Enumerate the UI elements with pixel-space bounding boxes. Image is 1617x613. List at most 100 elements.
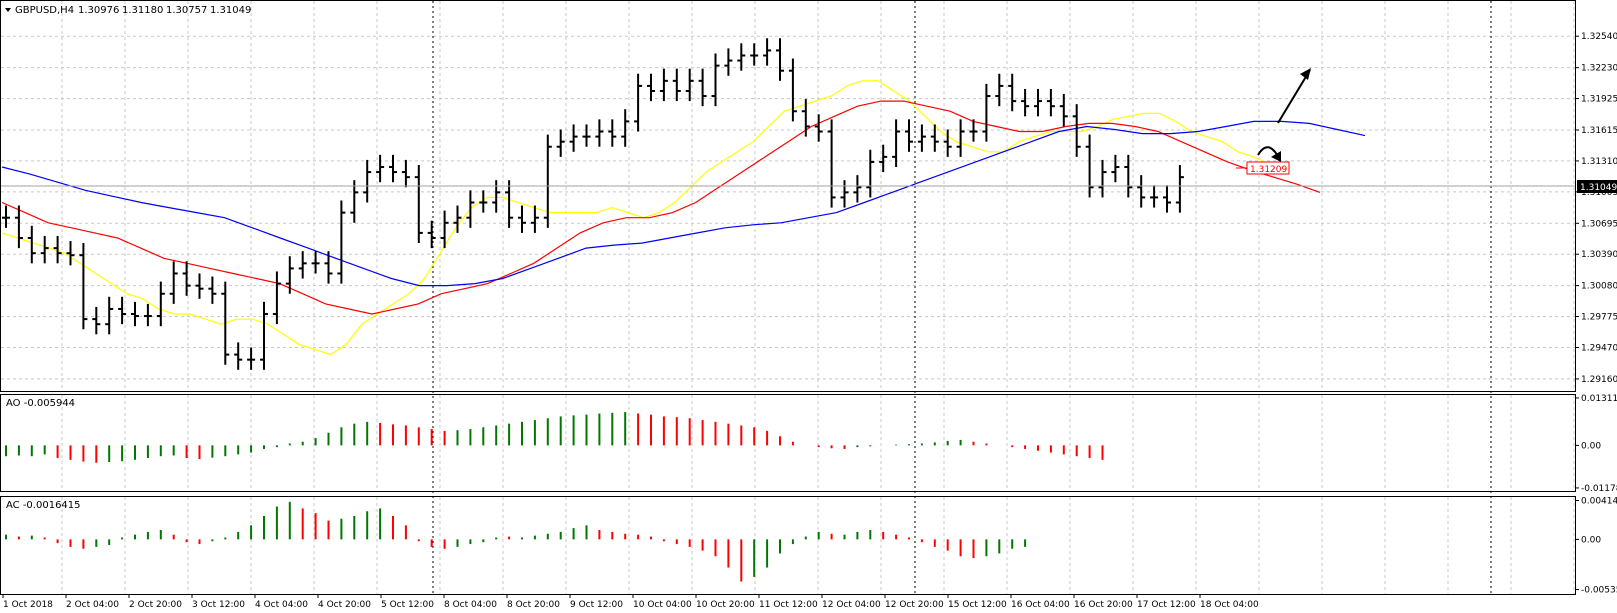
price-bar [595,119,604,147]
x-tick-label: 12 Oct 04:00 [822,600,881,610]
price-bar [1098,159,1107,198]
price-bar [582,124,591,147]
y-tick-label: 0.00 [1581,535,1601,545]
ma-blue-line [1,120,1366,287]
price-bar [750,43,759,66]
price-bar [1008,73,1017,112]
price-bar [53,235,62,264]
ac-header: AC -0.0016415 [6,500,81,511]
y-tick-label: 1.30695 [1581,219,1617,229]
price-bar [2,205,10,228]
price-bar [118,296,127,325]
y-tick-label: 1.31310 [1581,157,1617,167]
price-bar [801,99,810,137]
price-bar [1137,175,1146,208]
price-bar [40,235,49,264]
y-tick-label: 1.31615 [1581,126,1617,136]
price-bar [324,251,333,284]
high-value: 1.31180 [122,5,163,16]
price-bar [156,281,165,327]
price-bar [492,180,501,213]
price-bar [530,205,539,233]
price-bar [260,301,268,370]
x-tick-label: 4 Oct 04:00 [255,600,308,610]
price-bar [298,251,307,279]
x-tick-label: 12 Oct 20:00 [885,600,944,610]
price-bar [982,83,991,142]
x-tick-label: 17 Oct 12:00 [1137,600,1196,610]
y-tick-label: 1.30390 [1581,250,1617,260]
price-bar [169,261,178,304]
current-price-label: 1.31049 [1580,183,1617,193]
price-bars [2,38,1184,370]
collapse-triangle-icon[interactable] [5,8,11,12]
price-bar [195,273,204,299]
price-bar [737,43,746,71]
symbol-label: GBPUSD,H4 [15,5,74,16]
up-arrow-annotation [1277,68,1311,124]
price-bar [350,180,359,223]
price-bar [143,303,152,327]
price-bar [814,114,823,142]
close-value: 1.31049 [210,5,251,16]
x-tick-label: 8 Oct 04:00 [444,600,497,610]
price-bar [956,119,965,157]
price-bar [905,119,913,152]
price-bar [853,175,862,203]
ao-histogram [5,412,1104,463]
price-bar [1085,134,1094,198]
ac-histogram [5,501,1027,582]
target-price-tag[interactable]: 1.31209 [1236,161,1290,175]
x-tick-label: 10 Oct 20:00 [696,600,755,610]
price-bar [466,190,475,228]
main-panel-frame [0,0,1576,392]
period-separators [432,1,1492,594]
price-bar [711,53,720,107]
price-bar [1034,88,1042,117]
price-bar [272,271,281,325]
price-bar [14,205,23,249]
main-header: GBPUSD,H4 1.30976 1.31180 1.30757 1.3104… [5,5,251,16]
price-bar [724,48,733,76]
y-tick-label: 1.30080 [1581,282,1617,292]
ac-panel-frame [0,496,1576,595]
price-bar [1072,104,1081,157]
x-tick-label: 16 Oct 04:00 [1011,600,1070,610]
price-bar [943,129,952,157]
ao-header: AO -0.005944 [6,398,75,409]
current-price-tag: 1.31049 [1577,180,1617,193]
open-value: 1.30976 [78,5,119,16]
price-bar [672,68,681,102]
price-bar [1150,185,1159,208]
y-tick-label: 1.29160 [1581,375,1617,385]
price-bar [66,241,75,266]
price-bar [105,296,114,335]
price-bar [763,38,772,66]
x-tick-label: 2 Oct 20:00 [129,600,182,610]
target-price-label: 1.31209 [1250,165,1287,175]
price-bar [788,58,797,122]
low-value: 1.30757 [166,5,207,16]
price-bar [79,243,88,330]
price-bar [518,205,526,233]
y-tick-label: 1.32230 [1581,64,1617,74]
x-tick-label: 8 Oct 20:00 [507,600,560,610]
price-bar [634,73,643,132]
price-bar [208,276,217,304]
y-tick-label: 1.29775 [1581,313,1617,323]
price-bar [337,200,346,284]
price-bar [608,119,617,147]
price-bar [440,210,449,249]
x-tick-label: 2 Oct 04:00 [66,600,119,610]
price-bar [1059,94,1068,127]
price-bar [1124,154,1133,198]
ma-red-line [1,100,1321,315]
price-bar [879,144,888,173]
price-bar [376,154,385,183]
price-bar [776,38,784,81]
price-bar [1021,88,1030,117]
price-bar [866,149,875,198]
x-tick-label: 15 Oct 12:00 [948,600,1007,610]
y-tick-label: 1.29470 [1581,343,1617,353]
